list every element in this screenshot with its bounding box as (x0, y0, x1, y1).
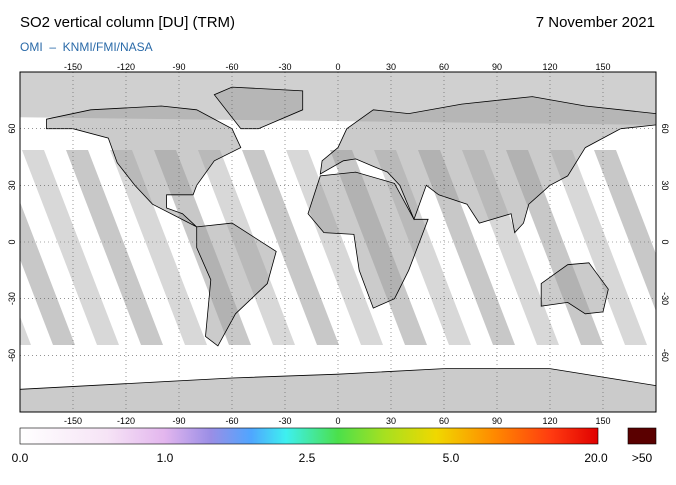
map-frame (19, 71, 657, 413)
lon-tick-label: -60 (225, 62, 238, 72)
colorbar-label: 0.0 (12, 451, 29, 465)
lat-tick-label: -30 (7, 292, 17, 305)
lon-tick-label: -30 (278, 416, 291, 426)
colorbar-label: 5.0 (443, 451, 460, 465)
swath (20, 316, 31, 345)
lon-tick-label: 0 (335, 416, 340, 426)
lat-tick-label: -30 (660, 292, 670, 305)
colorbar-label: 2.5 (299, 451, 316, 465)
lon-tick-label: 150 (595, 416, 610, 426)
title: SO2 vertical column [DU] (TRM) (20, 14, 235, 31)
lon-tick-label: -120 (117, 416, 135, 426)
swath (418, 150, 515, 345)
lon-tick-label: 120 (542, 416, 557, 426)
swath (110, 150, 207, 345)
lat-tick-label: 30 (7, 180, 17, 190)
lon-tick-label: -90 (172, 416, 185, 426)
landmass (213, 86, 304, 130)
lat-tick-label: -60 (7, 349, 17, 362)
landmass (307, 171, 429, 309)
swath (242, 150, 339, 345)
lon-tick-label: 120 (542, 62, 557, 72)
lat-tick-label: 60 (7, 124, 17, 134)
lon-tick-label: 90 (492, 416, 502, 426)
lon-tick-label: -120 (117, 62, 135, 72)
lat-tick-label: 0 (660, 239, 670, 244)
swath (594, 150, 656, 312)
landmass (46, 105, 242, 228)
lon-tick-label: 0 (335, 62, 340, 72)
lon-tick-label: -90 (172, 62, 185, 72)
swath (286, 150, 383, 345)
lon-tick-label: -30 (278, 62, 291, 72)
map-area (20, 72, 656, 412)
lon-tick-label: 90 (492, 62, 502, 72)
credit: OMI – KNMI/FMI/NASA (20, 40, 153, 54)
lon-tick-label: -150 (64, 62, 82, 72)
lat-tick-label: 60 (660, 124, 670, 134)
overflow-label: >50 (632, 451, 653, 465)
swath (550, 150, 647, 345)
lat-tick-label: 30 (660, 180, 670, 190)
swath (66, 150, 163, 345)
lon-tick-label: -60 (225, 416, 238, 426)
lon-tick-label: 150 (595, 62, 610, 72)
lat-tick-label: 0 (7, 239, 17, 244)
colorbar-overflow (627, 427, 657, 445)
swath (22, 150, 119, 345)
landmass (196, 222, 277, 347)
landmass (319, 96, 656, 234)
lat-tick-label: -60 (660, 349, 670, 362)
colorbar-label: 1.0 (157, 451, 174, 465)
lon-tick-label: 30 (386, 416, 396, 426)
lon-tick-label: 30 (386, 62, 396, 72)
lon-tick-label: -150 (64, 416, 82, 426)
date: 7 November 2021 (536, 14, 655, 31)
colorbar (19, 427, 599, 445)
lon-tick-label: 60 (439, 416, 449, 426)
colorbar-label: 20.0 (584, 451, 608, 465)
lon-tick-label: 60 (439, 62, 449, 72)
swath (20, 202, 75, 345)
